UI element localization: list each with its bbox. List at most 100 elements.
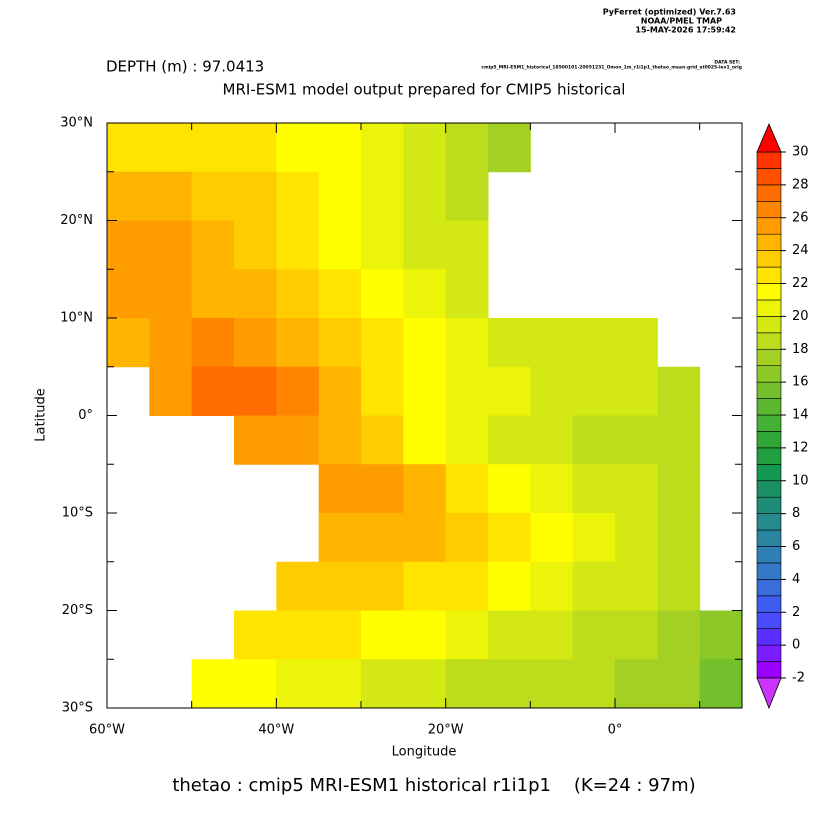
cell <box>234 269 277 319</box>
cell <box>488 366 531 416</box>
cell <box>318 366 362 416</box>
cell <box>403 366 447 416</box>
cell <box>445 659 489 709</box>
cell <box>107 220 150 270</box>
cell <box>530 610 574 660</box>
cell <box>361 318 404 368</box>
y-axis-label: Latitude <box>34 388 49 442</box>
cell <box>234 171 277 221</box>
cell <box>361 366 404 416</box>
cell <box>318 269 362 319</box>
colorbar-band <box>756 316 782 334</box>
cell <box>318 561 362 611</box>
cell <box>318 220 362 270</box>
cell <box>530 415 574 465</box>
cell <box>403 561 447 611</box>
y-tick-label: 0° <box>78 408 93 423</box>
cell <box>445 318 489 368</box>
colorbar-label: 6 <box>792 539 800 554</box>
cell <box>530 366 574 416</box>
cell <box>234 123 277 173</box>
cell <box>530 464 574 514</box>
cell <box>361 220 404 270</box>
cell <box>234 220 277 270</box>
colorbar-band <box>756 283 782 301</box>
cell <box>657 464 701 514</box>
cell <box>276 269 320 319</box>
colorbar-band <box>756 644 782 662</box>
cell <box>276 659 320 709</box>
colorbar-band <box>756 464 782 482</box>
cell <box>149 123 193 173</box>
cell <box>445 610 489 660</box>
colorbar-band <box>756 184 782 202</box>
colorbar-band <box>756 447 782 465</box>
colorbar-label: 4 <box>792 572 800 587</box>
cell <box>276 123 320 173</box>
colorbar-label: 22 <box>792 276 809 291</box>
cell <box>318 415 362 465</box>
cell <box>276 415 320 465</box>
cell <box>530 318 574 368</box>
cell <box>276 610 320 660</box>
cell <box>530 513 574 563</box>
cell <box>191 366 235 416</box>
dataset-label: DATA SET: <box>714 60 740 66</box>
cell <box>657 415 701 465</box>
cell <box>445 220 489 270</box>
cell <box>488 464 531 514</box>
cell <box>572 513 616 563</box>
colorbar-label: 10 <box>792 473 809 488</box>
cell <box>403 464 447 514</box>
cell <box>615 659 658 709</box>
cell <box>318 610 362 660</box>
colorbar-label: 16 <box>792 375 809 390</box>
colorbar-band <box>756 299 782 317</box>
colorbar-band <box>756 562 782 580</box>
cell <box>191 123 235 173</box>
cell <box>318 464 362 514</box>
colorbar-band <box>756 398 782 416</box>
caption: thetao : cmip5 MRI-ESM1 historical r1i1p… <box>172 775 695 796</box>
cell <box>403 171 447 221</box>
cell <box>234 366 277 416</box>
cell <box>488 561 531 611</box>
cell <box>234 318 277 368</box>
cell <box>615 610 658 660</box>
cell <box>403 659 447 709</box>
cell <box>318 659 362 709</box>
colorbar-band <box>756 217 782 235</box>
y-tick-label: 20°S <box>62 603 93 618</box>
cell <box>361 171 404 221</box>
colorbar-band <box>756 579 782 597</box>
cell <box>445 464 489 514</box>
colorbar-label: 30 <box>792 145 809 160</box>
x-axis-label: Longitude <box>392 745 457 760</box>
header-line: 15-MAY-2026 17:59:42 <box>635 26 736 35</box>
cell <box>615 366 658 416</box>
cell <box>615 464 658 514</box>
cell <box>403 610 447 660</box>
cell <box>191 318 235 368</box>
cell <box>149 171 193 221</box>
cell <box>572 318 616 368</box>
cell <box>615 318 658 368</box>
cell <box>361 610 404 660</box>
cell <box>488 318 531 368</box>
colorbar-over <box>756 122 782 153</box>
cell <box>572 366 616 416</box>
colorbar-band <box>756 661 782 679</box>
colorbar-under <box>756 677 782 710</box>
cell <box>361 561 404 611</box>
cell <box>234 415 277 465</box>
cell <box>107 123 150 173</box>
cell <box>403 123 447 173</box>
cell <box>361 513 404 563</box>
cell <box>191 220 235 270</box>
y-tick-label: 10°N <box>60 311 93 326</box>
cell <box>318 171 362 221</box>
colorbar-band <box>756 381 782 399</box>
cell <box>657 366 701 416</box>
cell <box>318 123 362 173</box>
